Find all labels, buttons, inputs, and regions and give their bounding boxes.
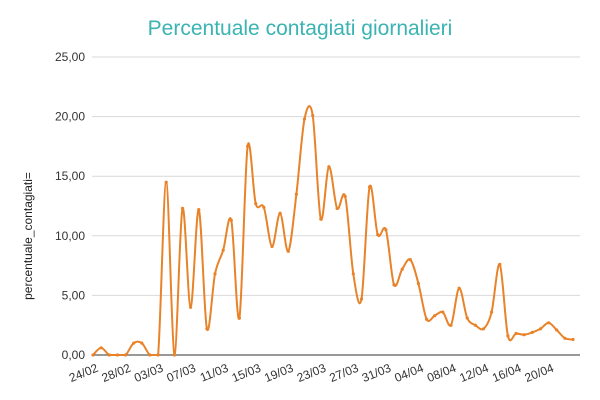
x-tick-label: 20/04 (523, 361, 556, 385)
data-point (335, 206, 339, 210)
data-point (213, 272, 217, 276)
y-tick-label: 20,00 (55, 110, 85, 124)
data-point (473, 323, 477, 327)
data-point (254, 202, 258, 206)
y-tick-labels: 0,00 5,00 10,00 15,00 20,00 25,00 (55, 50, 85, 362)
data-point (441, 310, 445, 314)
data-point (359, 297, 364, 301)
x-tick-label: 31/03 (360, 361, 393, 385)
data-point (270, 244, 274, 249)
data-point (107, 353, 111, 357)
x-tick-label: 12/04 (458, 361, 491, 385)
data-point (400, 267, 404, 271)
x-tick-label: 27/03 (327, 361, 360, 385)
data-point (522, 333, 526, 337)
x-tick-label: 07/03 (165, 361, 198, 385)
data-point (91, 353, 95, 357)
data-point (286, 249, 290, 253)
x-tick-label: 03/03 (132, 361, 165, 385)
data-point (221, 248, 225, 252)
data-point (563, 336, 567, 340)
data-point (376, 233, 380, 237)
x-tick-label: 16/04 (490, 361, 523, 385)
data-point (164, 180, 168, 184)
data-point (319, 217, 323, 221)
data-point (351, 272, 355, 276)
data-point (189, 305, 193, 309)
data-point (99, 346, 103, 350)
data-point (457, 286, 461, 290)
series-line (92, 105, 574, 356)
grid-lines (92, 56, 580, 356)
data-point (246, 144, 250, 148)
data-point (156, 353, 160, 357)
data-point (384, 228, 388, 232)
x-tick-label: 19/03 (262, 361, 295, 385)
data-point (490, 310, 494, 314)
y-tick-label: 10,00 (55, 229, 85, 243)
data-point (302, 117, 307, 121)
data-point (530, 330, 534, 334)
x-tick-label: 15/03 (230, 361, 263, 385)
data-point (311, 113, 315, 117)
data-point (465, 316, 469, 320)
y-axis-label: percentuale_contagiati= (21, 172, 35, 300)
series-area (91, 105, 575, 357)
data-point (123, 353, 128, 357)
x-tick-label: 28/02 (100, 361, 133, 385)
data-point (481, 327, 486, 331)
chart-title: Percentuale contagiati giornalieri (148, 17, 453, 40)
data-point (115, 353, 119, 357)
data-point (514, 331, 518, 336)
data-point (547, 321, 551, 325)
data-point (140, 341, 144, 345)
data-point (425, 317, 429, 321)
data-point (538, 327, 543, 331)
data-point (197, 208, 201, 212)
data-point (327, 165, 331, 169)
data-point (449, 323, 453, 327)
y-tick-label: 15,00 (55, 169, 85, 183)
data-point (392, 283, 396, 287)
y-tick-label: 0,00 (62, 348, 86, 362)
x-tick-label: 24/02 (67, 361, 100, 385)
data-point (433, 314, 437, 318)
data-point (132, 341, 136, 345)
x-tick-label: 08/04 (425, 361, 458, 385)
data-point (294, 192, 298, 196)
data-point (148, 353, 152, 357)
data-point (506, 334, 510, 338)
data-point (498, 262, 502, 266)
data-point (262, 205, 266, 209)
data-point (571, 337, 575, 342)
data-point (416, 281, 420, 286)
data-point (180, 206, 185, 210)
data-point (172, 353, 176, 357)
data-point (229, 218, 233, 222)
data-point (343, 194, 347, 199)
data-point (205, 327, 209, 331)
data-point (237, 316, 241, 320)
data-point (408, 258, 412, 262)
x-tick-label: 23/03 (295, 361, 328, 385)
x-tick-label: 04/04 (392, 361, 425, 385)
data-point (368, 185, 372, 189)
data-point (278, 211, 282, 215)
x-tick-label: 11/03 (198, 361, 231, 385)
y-tick-label: 25,00 (55, 50, 85, 64)
y-tick-label: 5,00 (62, 288, 86, 302)
data-point (555, 328, 559, 332)
x-tick-labels: 24/02 28/02 03/03 07/03 11/03 15/03 19/03 23/03… (67, 361, 556, 385)
